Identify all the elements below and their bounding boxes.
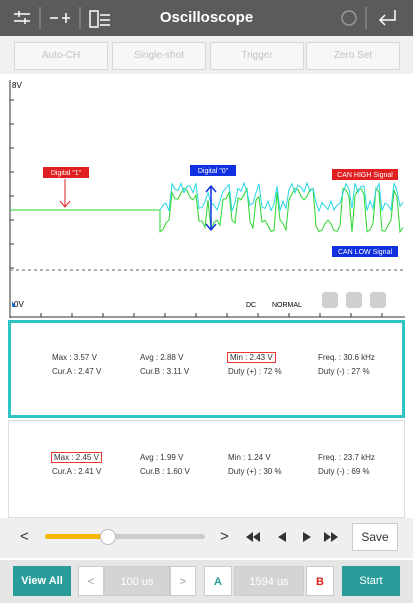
- slider-fill: [45, 534, 107, 539]
- can-high-waveform: [159, 181, 404, 213]
- measurement: Max : 3.57 V: [52, 353, 97, 362]
- channel-marker: [12, 301, 16, 307]
- measurement: Cur.B : 1.60 V: [140, 467, 190, 476]
- trigger-mode-label: NORMAL: [272, 302, 302, 309]
- can-low-label: CAN LOW Signal: [338, 249, 393, 256]
- slider-knob[interactable]: [100, 529, 116, 545]
- time-left-button[interactable]: <: [78, 566, 104, 596]
- prev-button[interactable]: <: [20, 528, 29, 545]
- start-button[interactable]: Start: [342, 566, 400, 596]
- digital-one-arrow: [59, 179, 71, 208]
- can-low-waveform: [10, 186, 404, 234]
- cursor-b-button[interactable]: B: [306, 566, 334, 596]
- cursor-value: 1594 us: [234, 566, 304, 596]
- measurement: Duty (-) : 69 %: [318, 467, 370, 476]
- top-bar: Oscilloscope: [0, 0, 413, 36]
- single-shot-button[interactable]: Single-shot: [112, 42, 206, 70]
- time-right-button[interactable]: >: [170, 566, 196, 596]
- trigger-button[interactable]: Trigger: [210, 42, 304, 70]
- measurement: Cur.A : 2.41 V: [52, 467, 102, 476]
- measurement: Duty (+) : 30 %: [228, 467, 282, 476]
- view-all-button[interactable]: View All: [13, 566, 71, 596]
- save-button[interactable]: Save: [352, 523, 398, 551]
- can-low-tag: [332, 246, 398, 257]
- time-division: 100 us: [104, 566, 170, 596]
- top-voltage-label: 8V: [12, 81, 22, 90]
- toolbar-icons: [14, 7, 396, 29]
- zoom-out-button[interactable]: [322, 292, 338, 308]
- digital-zero-arrow: [205, 184, 217, 232]
- scope-display: 8V 0V Digital "1" Digital "0" CAN HIGH S…: [9, 80, 405, 318]
- zero-set-button[interactable]: Zero Set: [306, 42, 400, 70]
- measurement: Cur.A : 2.47 V: [52, 367, 102, 376]
- highlighted-measurement: Max : 2.45 V: [51, 452, 102, 463]
- measurement: Duty (+) : 72 %: [228, 367, 282, 376]
- fullscreen-button[interactable]: [370, 292, 386, 308]
- media-buttons[interactable]: [244, 530, 344, 544]
- measurement: Min : 1.24 V: [228, 453, 271, 462]
- move-button[interactable]: [346, 292, 362, 308]
- measurement: Freq. : 30.6 kHz: [318, 353, 375, 362]
- playback-bar: < > Save: [0, 518, 413, 558]
- slider-track[interactable]: [45, 534, 205, 539]
- digital-one-tag: [43, 167, 89, 178]
- channel-a-panel[interactable]: Max : 3.57 V Avg : 2.88 V Min : 2.43 V Freq…: [8, 320, 405, 418]
- measurement: Avg : 1.99 V: [140, 453, 184, 462]
- digital-zero-tag: [190, 165, 236, 176]
- auto-ch-button[interactable]: Auto-CH: [14, 42, 108, 70]
- measurement: Freq. : 23.7 kHz: [318, 453, 375, 462]
- coupling-label: DC: [246, 302, 256, 309]
- digital-zero-label: Digital "0": [198, 168, 229, 175]
- bottom-voltage-label: 0V: [14, 300, 24, 309]
- cursor-a-button[interactable]: A: [204, 566, 232, 596]
- next-button[interactable]: >: [220, 528, 229, 545]
- measurement: Duty (-) : 27 %: [318, 367, 370, 376]
- screen-title: Oscilloscope: [159, 9, 254, 26]
- digital-one-label: Digital "1": [51, 170, 82, 177]
- can-high-tag: [332, 169, 398, 180]
- highlighted-measurement: Min : 2.43 V: [227, 352, 276, 363]
- can-high-label: CAN HIGH Signal: [337, 172, 393, 179]
- measurement: Avg : 2.88 V: [140, 353, 184, 362]
- measurement: Cur.B : 3.11 V: [140, 367, 190, 376]
- channel-b-panel[interactable]: Max : 2.45 V Avg : 1.99 V Min : 1.24 V Freq…: [8, 420, 405, 518]
